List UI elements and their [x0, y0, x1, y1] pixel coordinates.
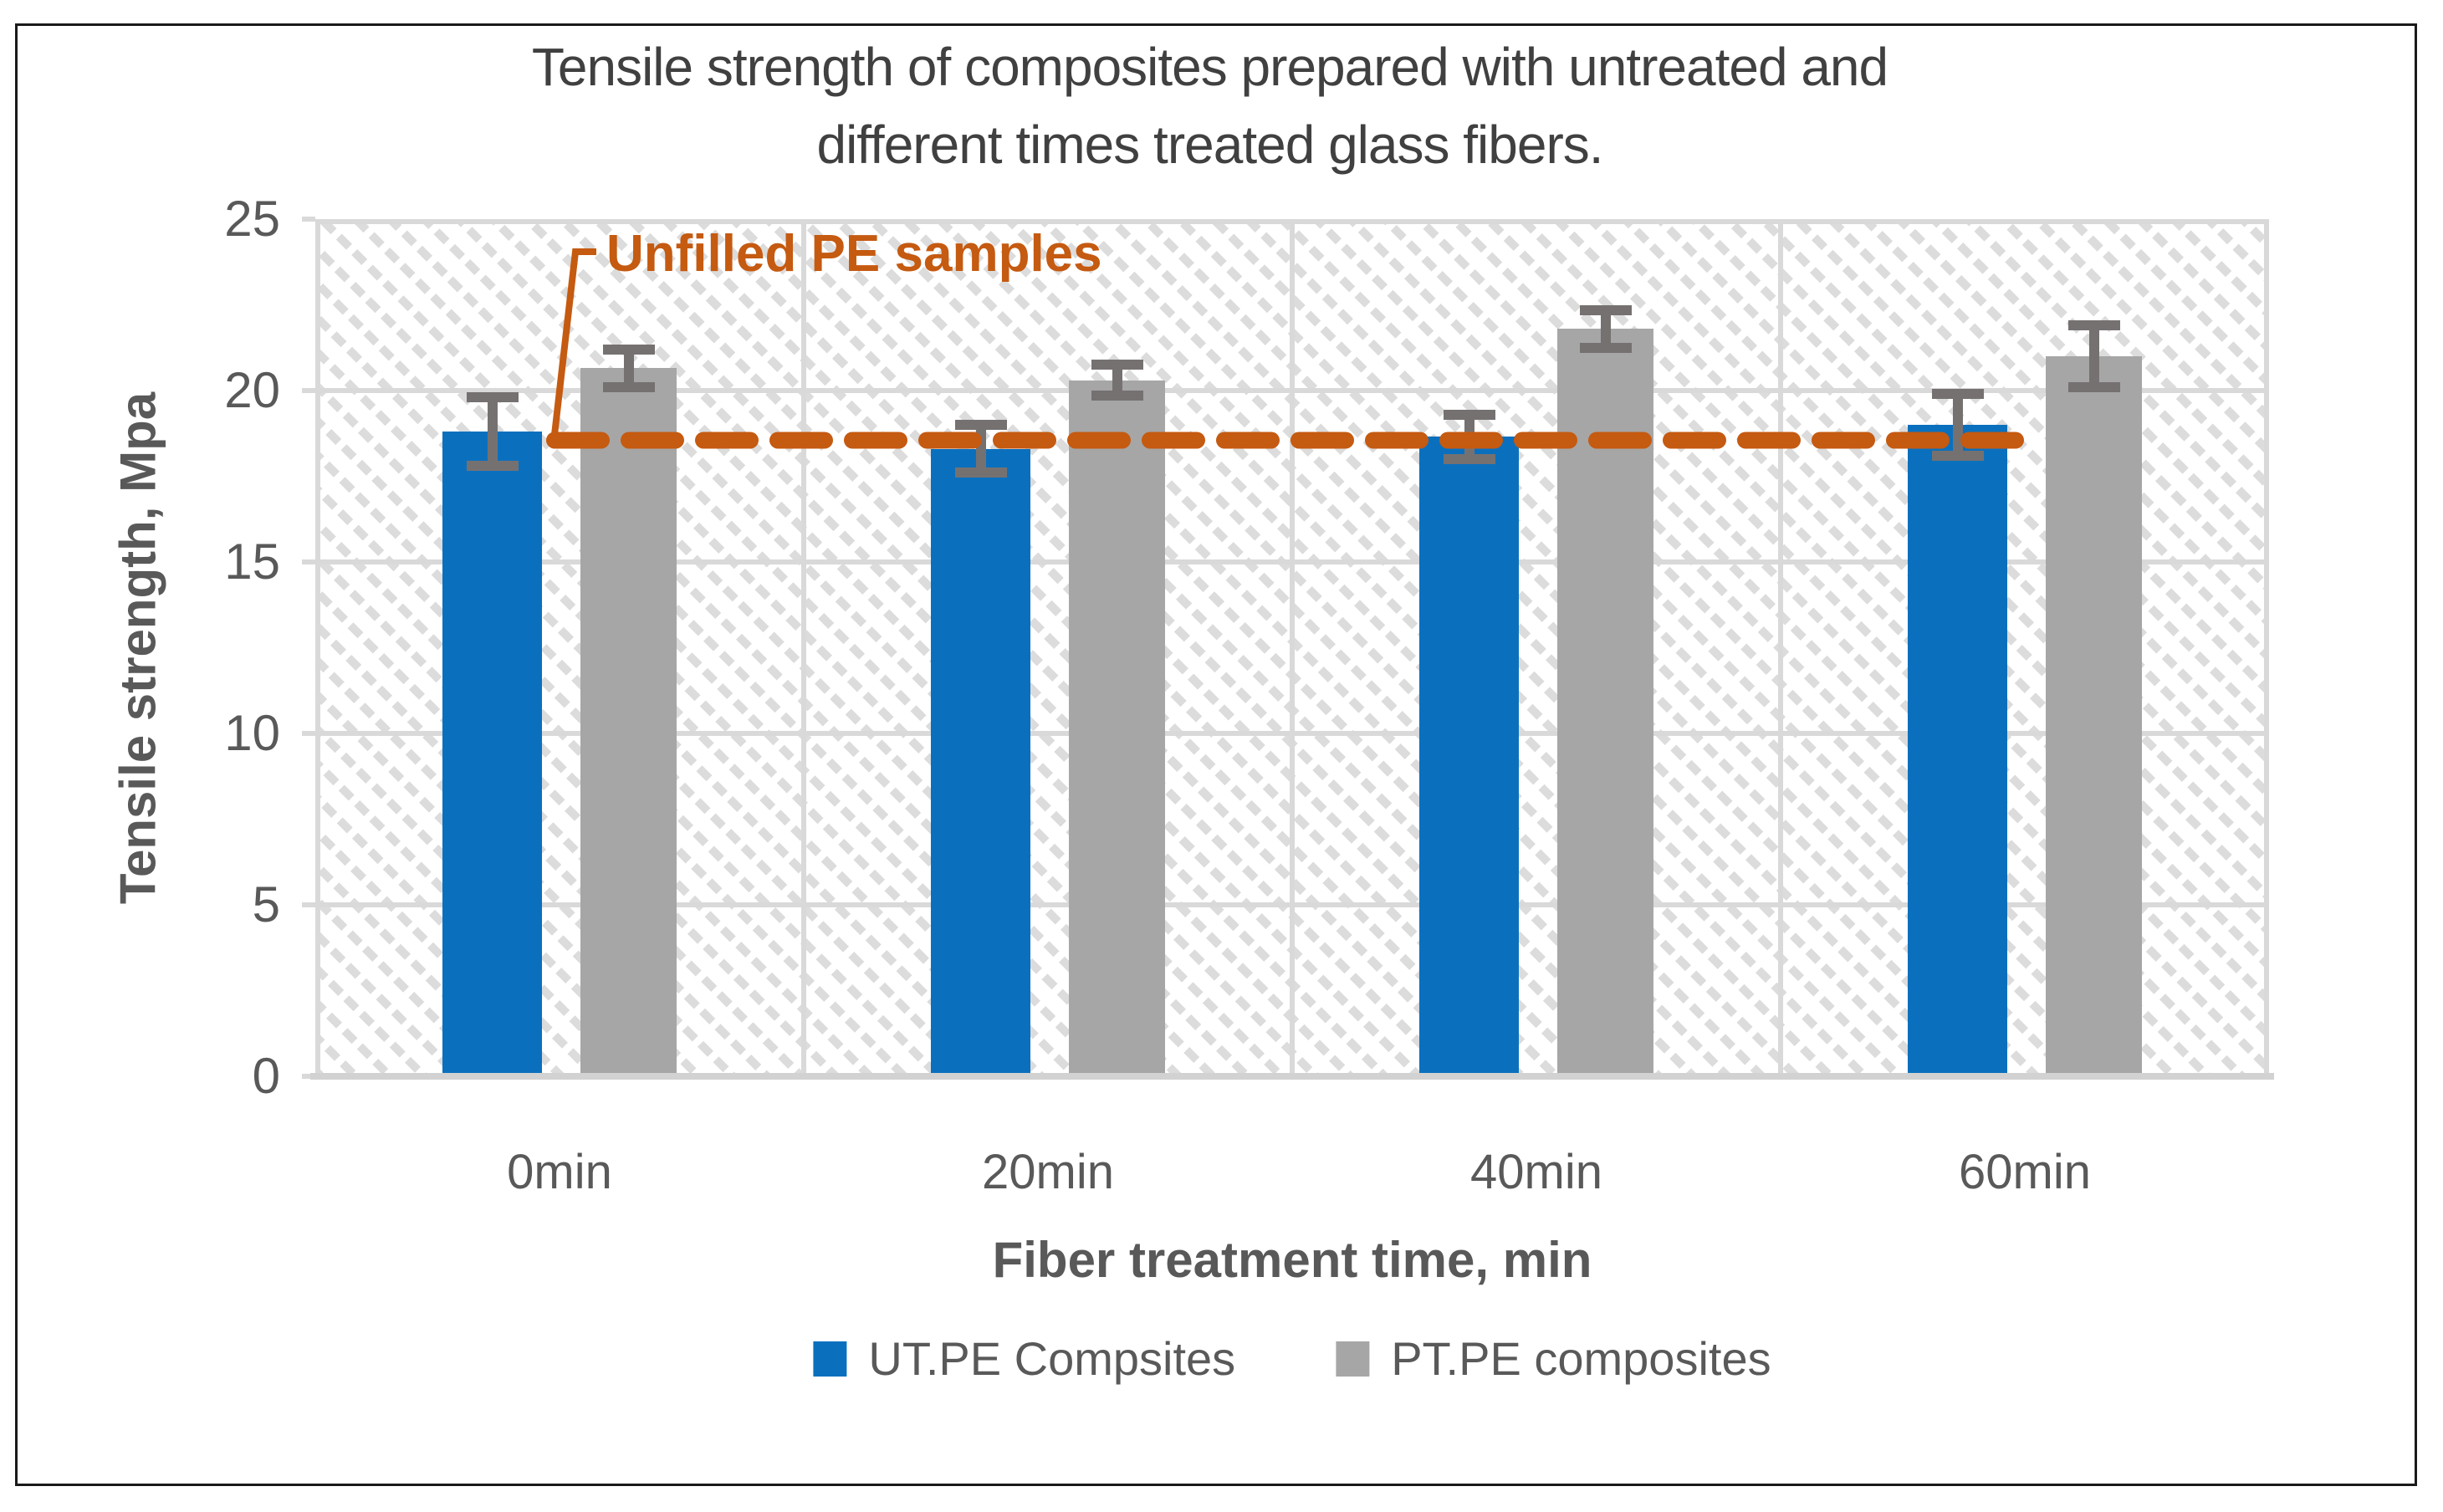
y-tick-label: 25 — [224, 191, 280, 247]
plot-area: Unfilled PE samples — [315, 219, 2269, 1076]
y-tick-label: 0 — [252, 1048, 280, 1104]
y-tick-mark — [302, 1074, 315, 1079]
bar-pt-0min — [580, 368, 677, 1076]
error-bar-stem — [1600, 309, 1611, 348]
figure-border — [15, 23, 2417, 1486]
error-bar-cap-top — [602, 344, 655, 355]
error-bar-cap-bottom — [1931, 450, 1984, 461]
error-bar-stem — [1112, 365, 1122, 396]
error-bar-cap-bottom — [1091, 391, 1143, 401]
error-bar-stem — [1952, 394, 1963, 456]
bar-ut-60min — [1908, 425, 2007, 1076]
annotation-leader-line — [551, 248, 596, 436]
legend-entry-ut: UT.PE Compsites — [813, 1331, 1235, 1386]
x-category-label-60min: 60min — [1959, 1145, 2091, 1199]
chart-title: Tensile strength of composites prepared … — [0, 28, 2420, 184]
chart-legend: UT.PE Compsites PT.PE composites — [813, 1331, 1771, 1386]
x-category-label-40min: 40min — [1470, 1145, 1602, 1199]
error-bar-cap-top — [1931, 389, 1984, 400]
bar-pt-20min — [1069, 380, 1165, 1076]
legend-label-ut: UT.PE Compsites — [868, 1332, 1236, 1385]
error-bar-cap-top — [1091, 360, 1143, 370]
y-axis-title: Tensile strength, Mpa — [110, 391, 166, 905]
error-bar-cap-top — [466, 392, 519, 403]
chart-title-line2: different times treated glass fibers. — [816, 114, 1603, 175]
x-axis-title: Fiber treatment time, min — [992, 1232, 1592, 1288]
error-bar-stem — [487, 397, 498, 467]
error-bar-cap-bottom — [1579, 342, 1632, 353]
legend-swatch-pt — [1336, 1341, 1370, 1377]
error-bar-cap-bottom — [2067, 381, 2120, 392]
y-tick-mark — [302, 902, 315, 907]
reference-line-annotation: Unfilled PE samples — [606, 225, 1102, 283]
plot-border-right — [2264, 219, 2269, 1076]
gridline-vertical — [1778, 219, 1783, 1076]
legend-swatch-ut — [813, 1341, 847, 1377]
y-tick-label: 15 — [224, 534, 280, 590]
x-category-label-20min: 20min — [982, 1145, 1114, 1199]
gridline-vertical — [1290, 219, 1295, 1076]
error-bar-cap-bottom — [954, 467, 1007, 478]
error-bar-cap-top — [954, 420, 1007, 430]
bar-ut-0min — [442, 432, 542, 1076]
error-bar-stem — [623, 349, 634, 387]
bar-ut-20min — [931, 448, 1030, 1076]
y-tick-label: 5 — [252, 876, 280, 932]
legend-label-pt: PT.PE composites — [1391, 1332, 1771, 1385]
gridline-vertical — [801, 219, 806, 1076]
bar-pt-60min — [2046, 356, 2142, 1076]
error-bar-stem — [2088, 325, 2099, 387]
plot-border-left — [315, 219, 320, 1076]
y-tick-mark — [302, 559, 315, 564]
y-tick-mark — [302, 217, 315, 222]
x-category-label-0min: 0min — [507, 1145, 612, 1199]
x-axis-line — [310, 1073, 2274, 1080]
bar-ut-40min — [1419, 437, 1519, 1076]
y-tick-label: 10 — [224, 705, 280, 761]
y-tick-mark — [302, 388, 315, 393]
chart-title-line1: Tensile strength of composites prepared … — [531, 37, 1888, 97]
y-tick-mark — [302, 731, 315, 736]
y-tick-label: 20 — [224, 362, 280, 418]
legend-entry-pt: PT.PE composites — [1336, 1331, 1771, 1386]
error-bar-cap-top — [1579, 304, 1632, 315]
error-bar-cap-top — [1443, 409, 1495, 420]
reference-line-overlay — [546, 248, 2045, 449]
error-bar-cap-bottom — [1443, 454, 1495, 464]
error-bar-cap-bottom — [602, 381, 655, 392]
error-bar-cap-top — [2067, 320, 2120, 331]
error-bar-cap-bottom — [466, 461, 519, 472]
bar-pt-40min — [1557, 329, 1653, 1076]
